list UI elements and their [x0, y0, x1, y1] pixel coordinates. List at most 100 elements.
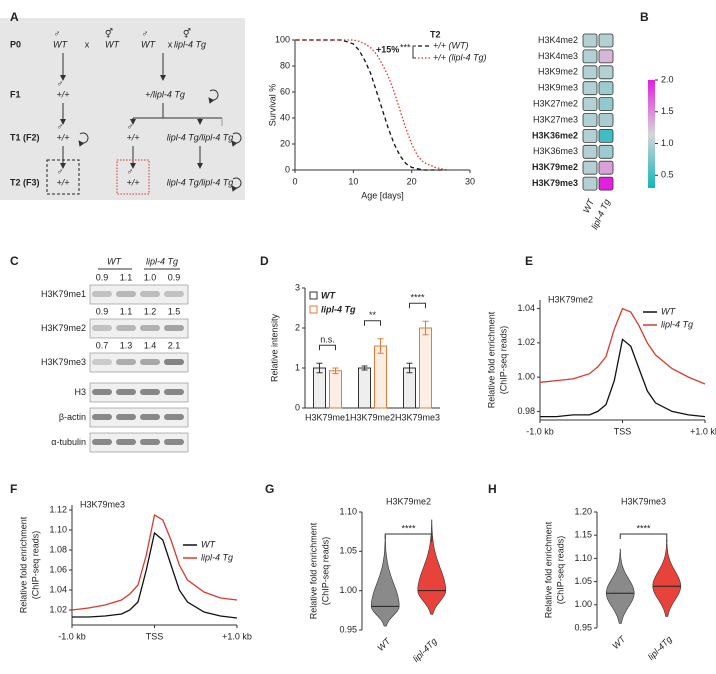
y-axis-label: Relative fold enrichment	[308, 522, 318, 619]
y-axis-label: Relative fold enrichment	[18, 516, 28, 613]
genotype: WT	[141, 39, 156, 49]
x-tick-label: 20	[407, 176, 417, 186]
blot-band	[164, 414, 184, 420]
quant-label: 0.9	[168, 272, 181, 282]
blot-band	[140, 389, 160, 395]
chart-title: H3K79me3	[621, 496, 666, 506]
legend-title: T2	[430, 29, 441, 39]
self-cross-arrow	[208, 89, 219, 104]
panel-label: B	[640, 10, 649, 24]
legend-label: WT	[661, 306, 676, 316]
y-tick-label: 0.95	[339, 624, 357, 634]
y-axis-label: Relative fold enrichment	[486, 311, 496, 408]
heatmap-cell	[598, 128, 614, 143]
row-label: H3K9me3	[538, 83, 578, 93]
sex-symbol: ♂	[57, 121, 64, 131]
y-tick-label: 1.02	[517, 337, 535, 347]
blot-band	[92, 291, 112, 297]
genotype: +/+	[126, 132, 139, 142]
error-bar	[361, 365, 368, 371]
row-label: H3K4me3	[538, 51, 578, 61]
blot-strip	[89, 432, 189, 453]
x-tick-label: 0	[292, 176, 297, 186]
legend-label: lipl-4 Tg	[661, 319, 693, 329]
blot-band	[116, 439, 136, 445]
quant-label: 1.5	[168, 306, 181, 316]
highlight-box	[116, 159, 150, 195]
bar	[374, 345, 387, 409]
diagram-background	[0, 18, 245, 200]
significance-bracket	[409, 302, 426, 309]
row-label: H3K27me2	[533, 98, 578, 108]
blot-band	[116, 414, 136, 420]
series-line	[539, 307, 706, 385]
heatmap-cell	[598, 113, 614, 127]
sex-symbol: ⚥	[183, 27, 191, 38]
heatmap-cell	[598, 144, 614, 159]
legend-bracket	[412, 45, 416, 59]
legend-label: WT	[321, 290, 336, 300]
sex-symbol: ♂	[57, 166, 64, 176]
blot-band	[164, 325, 184, 331]
blot-band	[92, 325, 112, 331]
panel-label: H	[488, 482, 497, 496]
x-tick-label: H3K79me3	[395, 412, 440, 422]
genotype: x	[85, 39, 90, 49]
significance-bracket	[619, 533, 668, 542]
genotype: WT	[105, 39, 120, 49]
genotype: +/+	[56, 177, 69, 187]
blot-band	[92, 389, 112, 395]
blot-band	[164, 291, 184, 297]
blot-band	[116, 389, 136, 395]
x-tick-label: WT	[375, 635, 393, 653]
bar	[403, 367, 416, 409]
y-tick-label: 1.04	[49, 584, 67, 594]
legend-label: lipl-4 Tg	[321, 304, 356, 314]
y-tick-label: 0	[285, 164, 290, 174]
blot-band	[92, 439, 112, 445]
bar	[313, 367, 326, 409]
x-tick-label: +1.0 kb	[222, 631, 252, 641]
heatmap-cell	[582, 65, 598, 80]
y-tick-label: 1.10	[574, 553, 592, 563]
blot-band	[92, 359, 112, 365]
legend-label: +/+ (WT)	[433, 40, 469, 50]
violin	[370, 535, 400, 627]
group-label: lipl-4 Tg	[146, 256, 178, 266]
y-tick-label: 1.04	[517, 303, 535, 313]
self-cross-arrow	[231, 177, 242, 192]
row-label: H3K79me3	[532, 178, 578, 188]
heatmap-cell	[598, 65, 614, 80]
error-bar	[316, 362, 323, 374]
genotype: x	[168, 39, 173, 49]
genotype: +/+	[126, 177, 139, 187]
blot-strip	[89, 284, 189, 305]
panel-label: A	[10, 10, 19, 24]
heatmap-cell	[582, 176, 598, 191]
genotype: lipl-4 Tg	[174, 39, 206, 49]
y-axis-label: (ChIP-seq reads)	[555, 536, 565, 605]
x-tick-label: lipl-4Tg	[411, 636, 439, 664]
y-tick-label: 1.10	[49, 524, 67, 534]
heatmap-cell	[582, 33, 598, 48]
x-tick-label: H3K79me2	[350, 412, 395, 422]
legend-label: lipl-4 Tg	[201, 552, 233, 562]
blot-row-label: H3K79me2	[41, 323, 86, 333]
y-tick-label: 20	[280, 138, 290, 148]
quant-label: 0.9	[96, 306, 109, 316]
y-tick-label: 100	[275, 34, 290, 44]
quant-label: 1.1	[120, 272, 133, 282]
significance-label: **	[369, 310, 377, 320]
blot-band	[140, 439, 160, 445]
genotype: +/+	[56, 89, 69, 99]
heatmap-cell	[598, 97, 614, 111]
generation-label: F1	[10, 89, 21, 99]
blot-band	[116, 291, 136, 297]
blot-band	[140, 291, 160, 297]
genotype: +/+	[56, 132, 69, 142]
colorbar-tick-label: 1.0	[661, 138, 674, 148]
blot-band	[116, 359, 136, 365]
genotype: WT	[53, 39, 68, 49]
y-tick-label: 1.20	[574, 506, 592, 516]
y-tick-label: 60	[280, 86, 290, 96]
